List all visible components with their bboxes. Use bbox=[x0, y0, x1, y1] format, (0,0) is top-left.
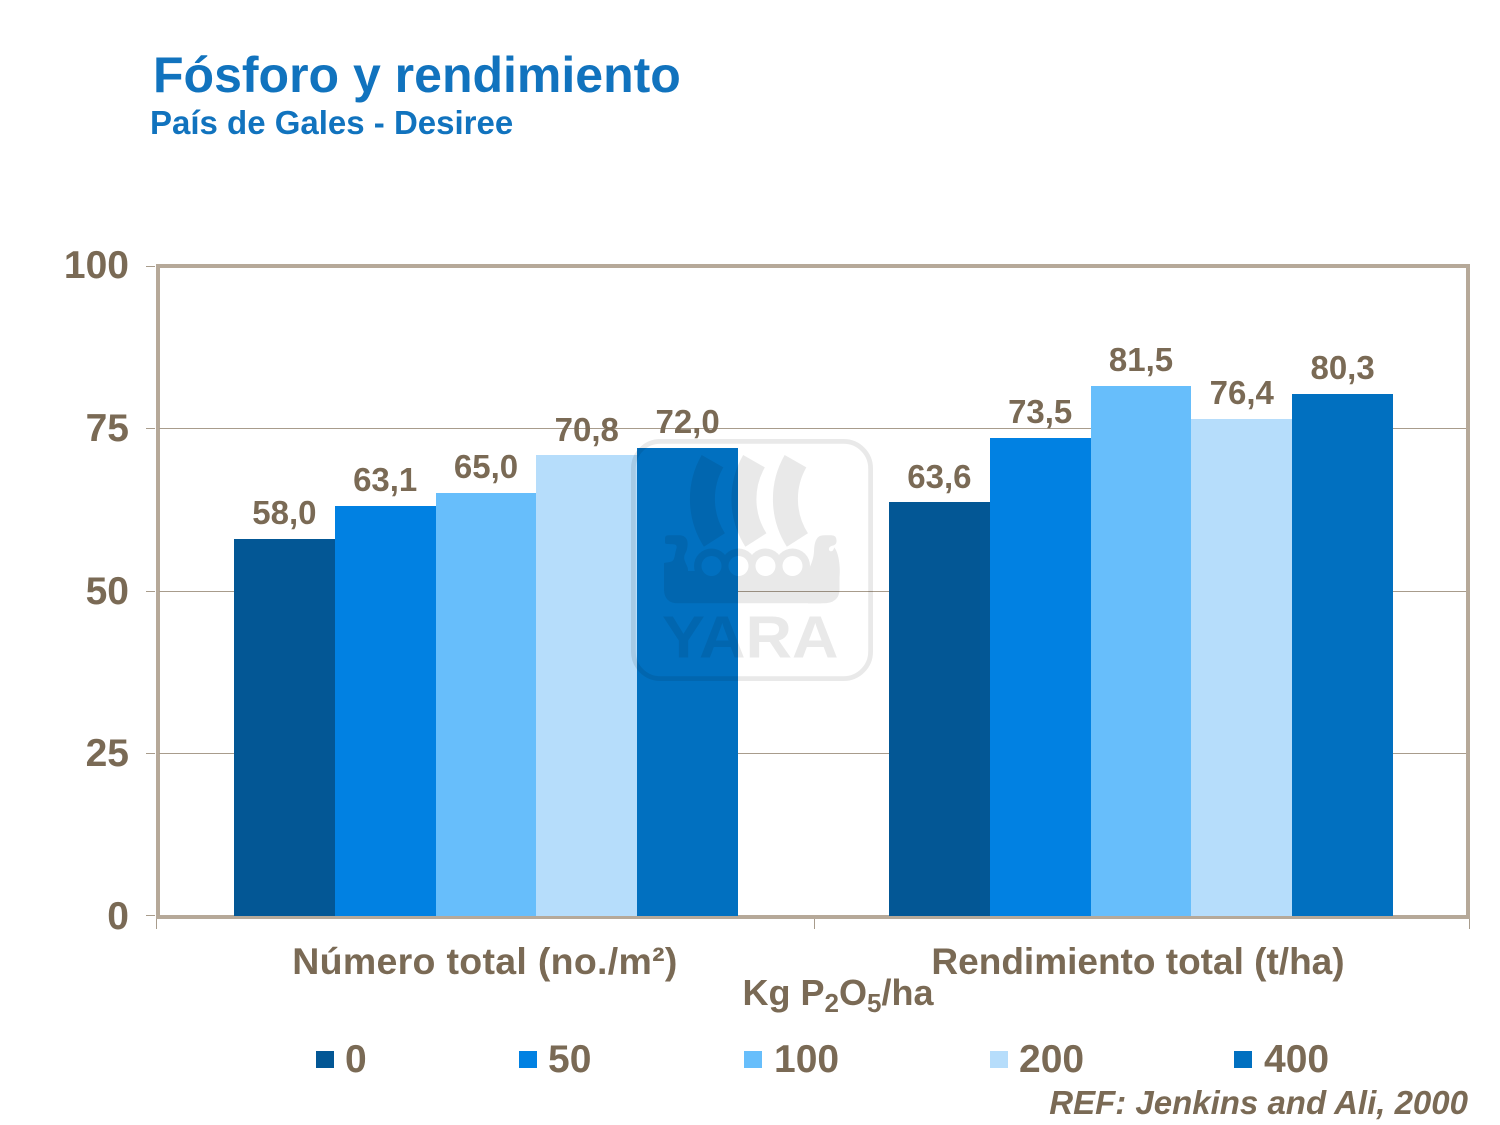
svg-text:YARA: YARA bbox=[662, 605, 839, 671]
